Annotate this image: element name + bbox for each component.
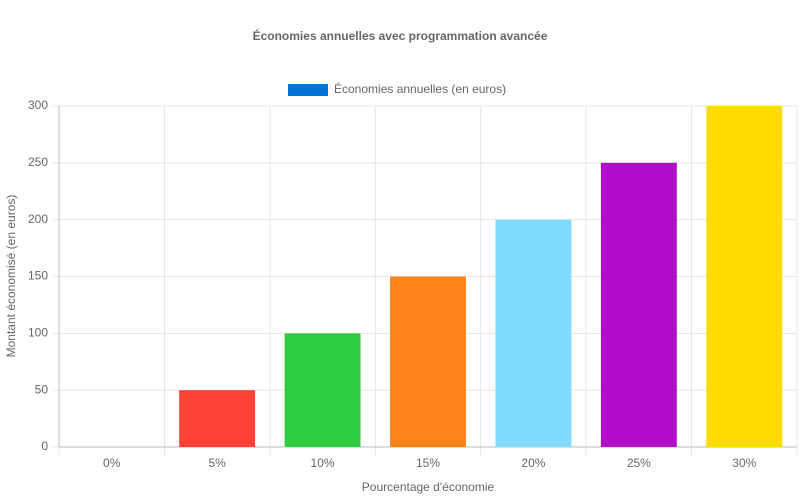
- y-tick-label: 150: [28, 269, 48, 283]
- bar: [390, 276, 466, 447]
- bar: [600, 162, 677, 448]
- y-tick-label: 100: [28, 326, 48, 340]
- x-tick-label: 10%: [311, 456, 335, 470]
- x-tick-label: 20%: [521, 456, 545, 470]
- bar: [706, 106, 783, 447]
- x-tick-label: 15%: [416, 456, 440, 470]
- y-tick-label: 0: [41, 439, 48, 453]
- x-axis-title: Pourcentage d'économie: [362, 480, 495, 494]
- y-tick-label: 300: [28, 98, 48, 112]
- y-tick-label: 50: [35, 382, 49, 396]
- bar: [495, 219, 572, 447]
- legend-swatch: [288, 84, 328, 96]
- x-tick-label: 0%: [103, 456, 121, 470]
- bar: [179, 390, 256, 447]
- bar: [284, 333, 361, 447]
- chart-title: Économies annuelles avec programmation a…: [253, 28, 548, 43]
- legend-label: Économies annuelles (en euros): [334, 81, 506, 96]
- y-tick-label: 200: [28, 212, 48, 226]
- x-tick-label: 5%: [208, 456, 226, 470]
- y-tick-label: 250: [28, 155, 48, 169]
- x-tick-label: 25%: [627, 456, 651, 470]
- x-tick-label: 30%: [732, 456, 756, 470]
- y-axis-title: Montant économisé (en euros): [4, 195, 18, 358]
